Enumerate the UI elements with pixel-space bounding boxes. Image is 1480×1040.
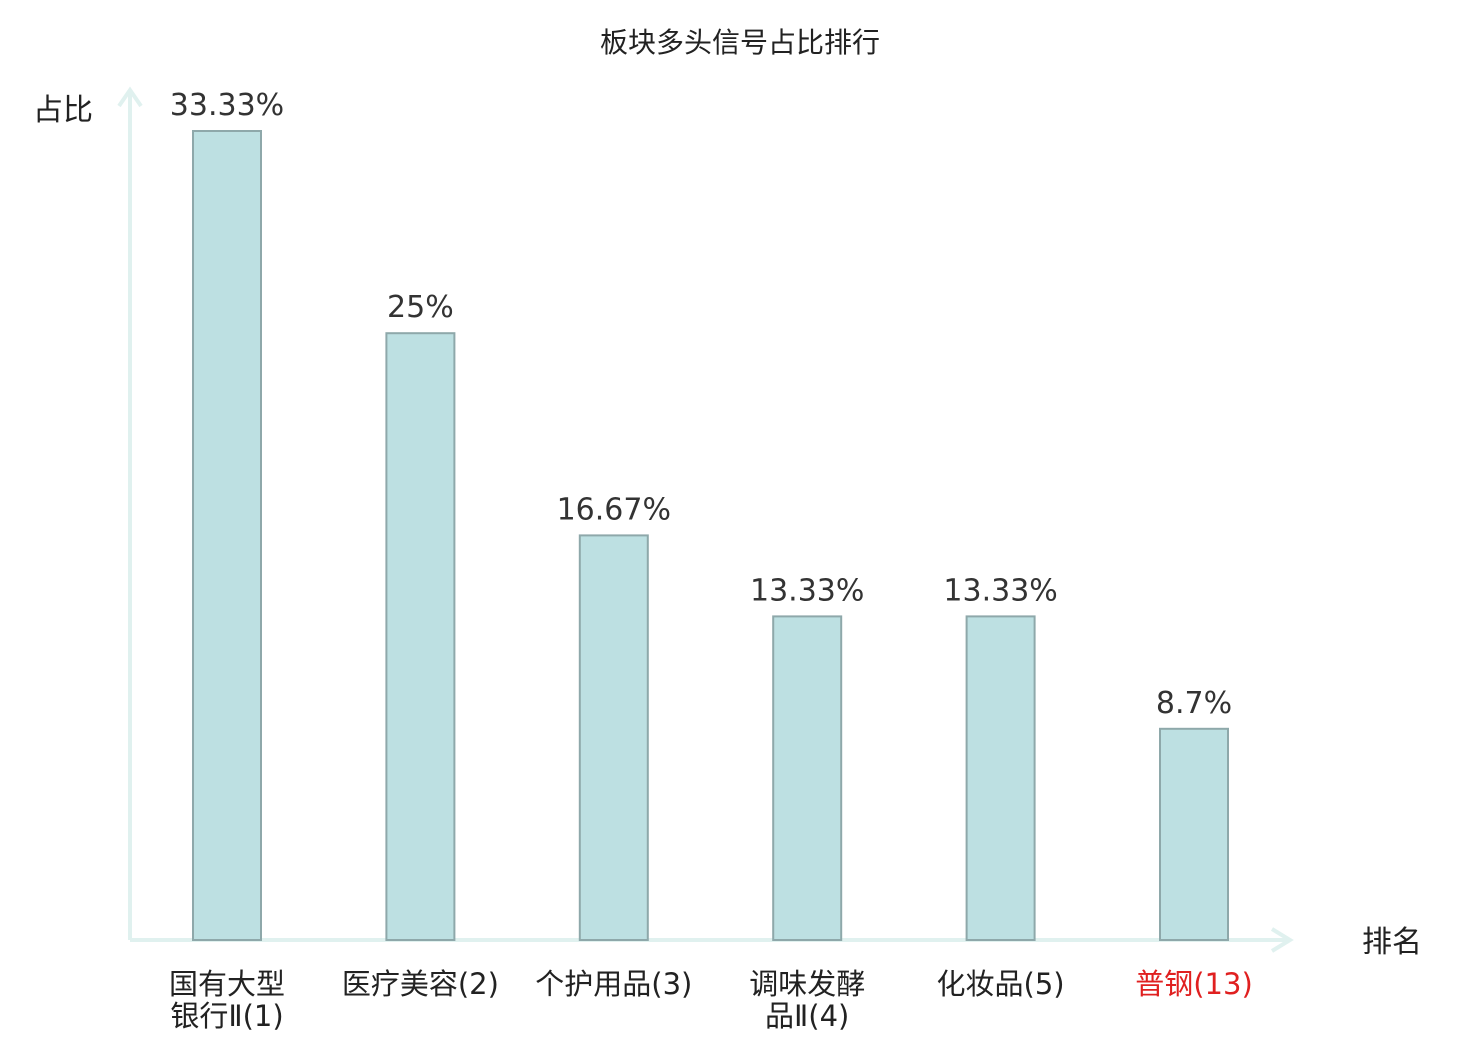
x-tick-label: 个护用品(3) — [535, 967, 692, 1001]
chart-title: 板块多头信号占比排行 — [600, 26, 880, 59]
bar — [965, 615, 1036, 942]
bar-value-label: 25% — [387, 290, 454, 325]
bar-value-label: 13.33% — [943, 573, 1057, 608]
x-tick-label: 银行Ⅱ(1) — [170, 999, 283, 1033]
y-axis-label: 占比 — [33, 93, 93, 128]
x-axis-label: 排名 — [1362, 925, 1422, 960]
x-tick-label: 普钢(13) — [1135, 967, 1253, 1001]
y-axis — [117, 86, 143, 940]
x-tick-label: 调味发酵 — [749, 967, 865, 1001]
x-tick-label: 国有大型 — [169, 967, 285, 1001]
bar — [385, 332, 456, 941]
bar-value-label: 16.67% — [557, 492, 671, 527]
x-axis-arrow-icon — [1270, 927, 1294, 953]
bar — [772, 615, 843, 942]
bars-group — [192, 130, 1229, 942]
x-tick-label: 医疗美容(2) — [342, 967, 499, 1001]
bar — [578, 534, 649, 942]
bar — [1159, 727, 1229, 941]
x-axis — [130, 927, 1294, 953]
x-tick-label: 品Ⅱ(4) — [765, 999, 849, 1033]
x-tick-label: 化妆品(5) — [937, 967, 1065, 1001]
value-labels-group: 33.33% 25% 16.67% 13.33% 13.33% 8.7% — [170, 88, 1232, 721]
bar-value-label: 33.33% — [170, 88, 284, 123]
bar-value-label: 13.33% — [750, 573, 864, 608]
bar-value-label: 8.7% — [1156, 686, 1232, 721]
bar — [192, 130, 262, 941]
y-axis-arrow-icon — [117, 86, 143, 108]
